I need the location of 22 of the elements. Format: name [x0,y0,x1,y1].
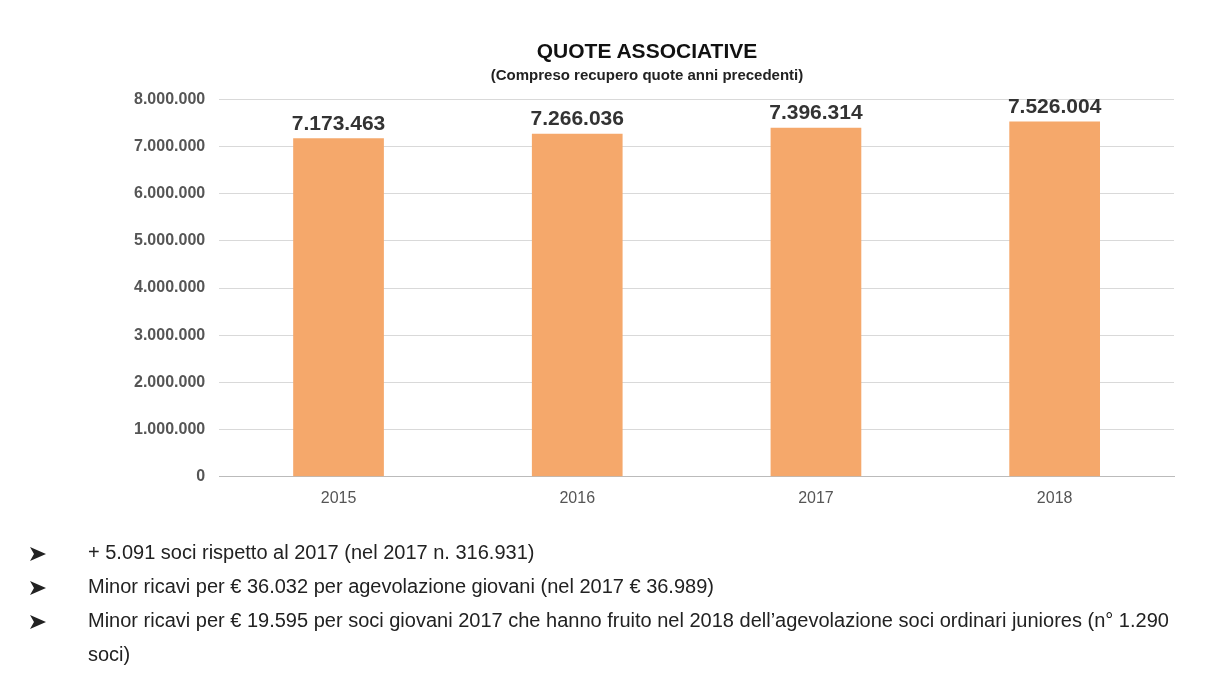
x-tick-label: 2016 [559,488,596,506]
data-label: 7.173.463 [291,110,386,134]
data-label: 7.526.004 [1007,93,1102,117]
y-tick-label: 4.000.000 [133,278,206,296]
chart-title: QUOTE ASSOCIATIVE [536,39,758,63]
chart-subtitle: (Compreso recupero quote anni precedenti) [490,66,804,84]
data-label: 7.266.036 [530,106,624,130]
text: Minor ricavi per € 36.032 per agevolazione giovani (nel 2017 € 36.989) [88,574,715,599]
data-label: 7.396.314 [769,99,863,123]
y-tick-label: 7.000.000 [133,136,206,154]
x-tick-label: 2017 [798,488,834,506]
x-tick-label: 2018 [1036,488,1073,506]
y-tick-label: 8.000.000 [133,89,206,107]
x-tick-label: 2015 [320,488,357,506]
y-tick-label: 0 [196,467,206,485]
y-tick-label: 2.000.000 [133,372,206,390]
y-tick-label: 5.000.000 [133,231,206,249]
y-tick-label: 3.000.000 [133,325,206,343]
text: + 5.091 soci rispetto al 2017 (nel 2017 n. 316.931) [88,540,536,565]
y-tick-label: 6.000.000 [133,184,206,202]
text: Minor ricavi per € 19.595 per soci giovani 2017 che hanno fruito nel 2018 dell’agevolazione soci ordinari juniores (n° 1.290 soci) [88,608,1170,667]
y-tick-label: 1.000.000 [133,420,206,438]
